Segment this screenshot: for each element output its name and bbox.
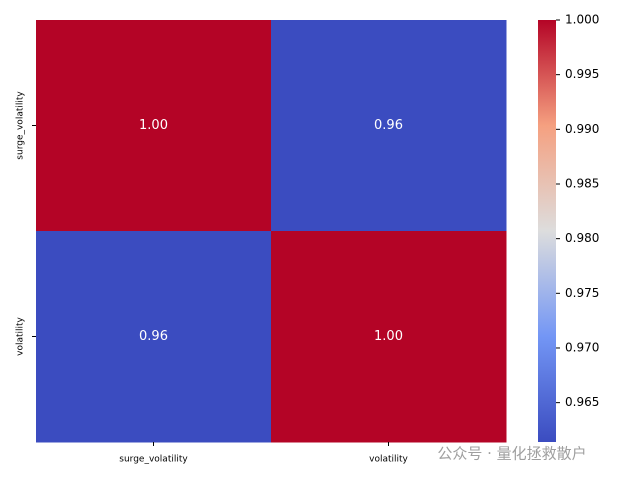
colorbar-tick-label: 0.985 bbox=[565, 176, 599, 190]
colorbar-tick-label: 0.980 bbox=[565, 231, 599, 245]
x-tick-label: surge_volatility bbox=[119, 455, 188, 465]
colorbar-tick-label: 0.975 bbox=[565, 286, 599, 300]
heatmap-cell bbox=[271, 20, 507, 232]
colorbar bbox=[538, 20, 556, 442]
colorbar-tick-label: 1.000 bbox=[565, 13, 599, 27]
y-tick-label: surge_volatility bbox=[16, 91, 26, 160]
heatmap-cell bbox=[36, 231, 272, 443]
colorbar-tick-label: 0.970 bbox=[565, 340, 599, 354]
watermark: 公众号 · 量化拯救散户 bbox=[437, 445, 586, 463]
colorbar-tick-label: 0.995 bbox=[565, 67, 599, 81]
colorbar-tick-label: 0.965 bbox=[565, 395, 599, 409]
colorbar-tick-label: 0.990 bbox=[565, 122, 599, 136]
cell-label: 1.00 bbox=[139, 118, 168, 133]
cell-label: 0.96 bbox=[374, 118, 403, 133]
y-tick-label: volatility bbox=[16, 316, 26, 355]
cell-label: 0.96 bbox=[139, 329, 168, 344]
cell-label: 1.00 bbox=[374, 329, 403, 344]
heatmap-cell bbox=[36, 20, 272, 232]
x-tick-label: volatility bbox=[369, 455, 408, 465]
heatmap-cell bbox=[271, 231, 507, 443]
